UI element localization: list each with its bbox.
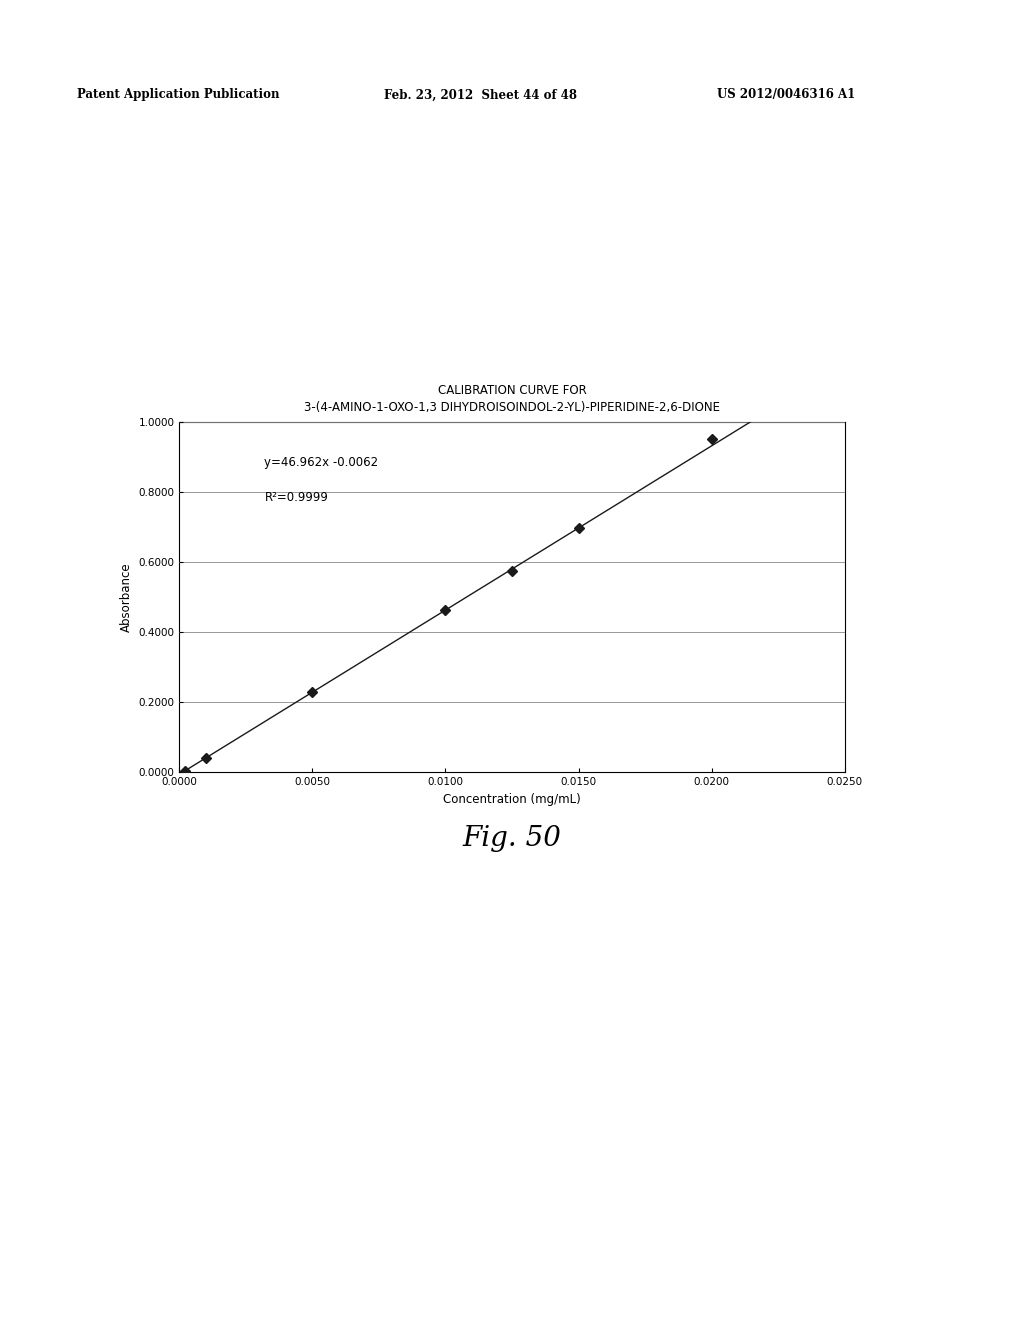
Text: Patent Application Publication: Patent Application Publication	[77, 88, 280, 102]
Text: R²=0.9999: R²=0.9999	[264, 491, 329, 504]
Text: Feb. 23, 2012  Sheet 44 of 48: Feb. 23, 2012 Sheet 44 of 48	[384, 88, 577, 102]
Text: Fig. 50: Fig. 50	[463, 825, 561, 851]
Text: y=46.962x -0.0062: y=46.962x -0.0062	[264, 457, 379, 469]
X-axis label: Concentration (mg/mL): Concentration (mg/mL)	[443, 792, 581, 805]
Y-axis label: Absorbance: Absorbance	[120, 562, 133, 632]
Text: US 2012/0046316 A1: US 2012/0046316 A1	[717, 88, 855, 102]
Title: CALIBRATION CURVE FOR
3-(4-AMINO-1-OXO-1,3 DIHYDROISOINDOL-2-YL)-PIPERIDINE-2,6-: CALIBRATION CURVE FOR 3-(4-AMINO-1-OXO-1…	[304, 384, 720, 414]
